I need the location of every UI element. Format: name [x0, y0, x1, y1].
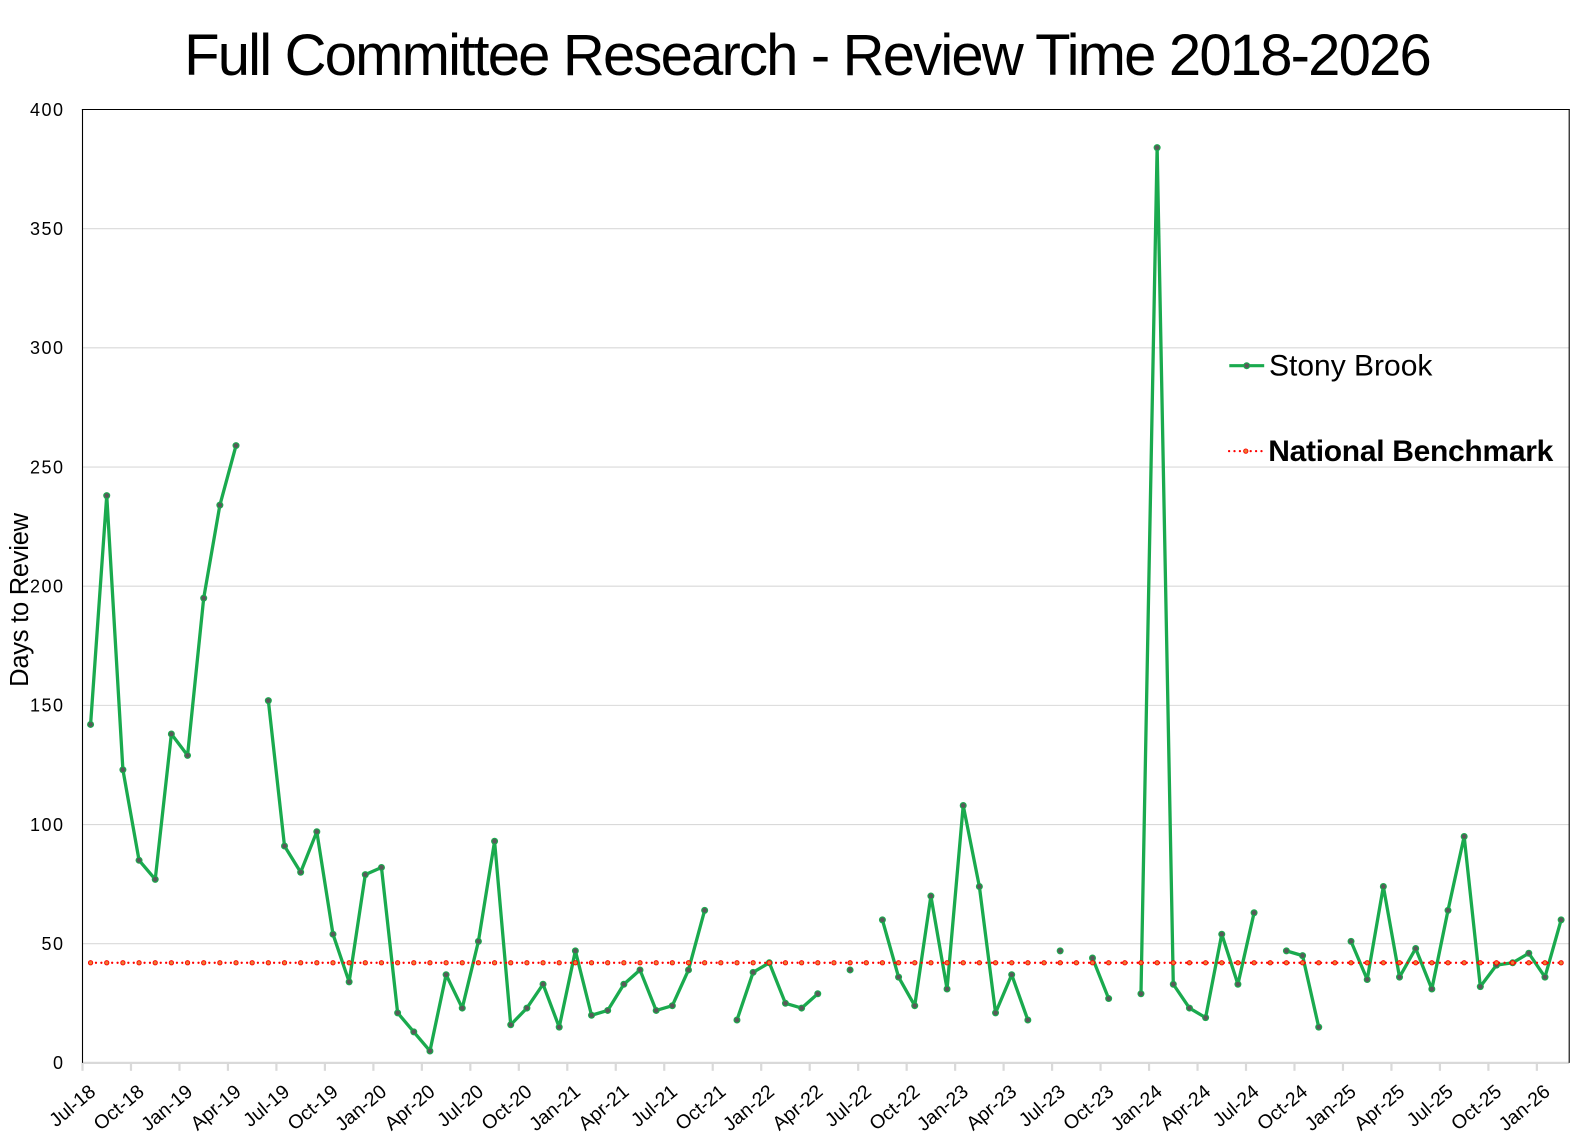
svg-text:50: 50 [41, 934, 64, 954]
svg-text:National Benchmark: National Benchmark [1268, 435, 1553, 468]
svg-text:100: 100 [30, 815, 65, 835]
svg-text:250: 250 [30, 457, 65, 477]
svg-text:400: 400 [30, 100, 65, 120]
svg-text:300: 300 [30, 338, 65, 358]
svg-text:Days to Review: Days to Review [6, 512, 34, 686]
svg-text:150: 150 [30, 696, 65, 716]
svg-text:350: 350 [30, 219, 65, 239]
svg-text:Stony Brook: Stony Brook [1269, 350, 1433, 383]
svg-text:0: 0 [53, 1053, 65, 1073]
svg-text:Full Committee Research - Revi: Full Committee Research - Review Time 20… [184, 23, 1430, 88]
svg-text:200: 200 [30, 577, 65, 597]
